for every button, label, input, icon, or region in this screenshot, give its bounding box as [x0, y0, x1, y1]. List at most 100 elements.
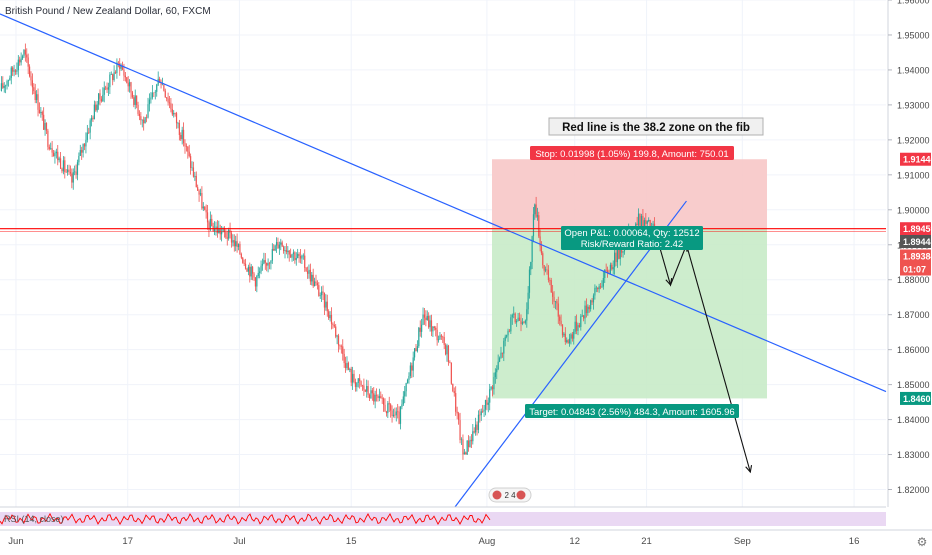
trendline-1[interactable] — [0, 13, 887, 393]
projection-arrowhead — [745, 465, 753, 474]
candle-body — [81, 150, 83, 153]
candle-body — [219, 228, 221, 235]
projection-path[interactable] — [653, 228, 751, 473]
candle-body — [123, 69, 125, 76]
candle-body — [604, 269, 606, 279]
candle-body — [517, 317, 519, 321]
candle-body — [459, 420, 461, 441]
candle-body — [52, 152, 55, 157]
candle-body — [493, 377, 495, 390]
candle-body — [395, 411, 397, 416]
candle-body — [21, 56, 24, 59]
candle-body — [106, 87, 108, 90]
candle-body — [197, 187, 199, 191]
candle-body — [436, 329, 438, 341]
candle-body — [232, 240, 234, 243]
candle-body — [199, 193, 202, 195]
candle-body — [606, 270, 609, 274]
candle-body — [62, 160, 64, 172]
candle-body — [112, 74, 114, 81]
candle-body — [7, 80, 10, 82]
candle-body — [235, 241, 237, 247]
candle-body — [206, 212, 209, 223]
candle-body — [61, 168, 63, 172]
price-tag: 1.84605 — [900, 391, 932, 405]
candle-body — [587, 306, 589, 313]
candle-body — [321, 291, 323, 296]
event-badges[interactable]: 2 4 — [488, 487, 532, 503]
candle-body — [319, 295, 321, 296]
candle-body — [609, 264, 611, 274]
candle-body — [409, 365, 411, 376]
annotation-callout[interactable]: Red line is the 38.2 zone on the fib — [548, 117, 764, 136]
candle-body — [601, 286, 603, 288]
candle-body — [301, 255, 303, 259]
candle-body — [532, 214, 535, 237]
candle-body — [605, 269, 607, 271]
candle-body — [523, 322, 525, 323]
candle-body — [72, 172, 74, 183]
settings-gear-icon[interactable]: ⚙ — [916, 535, 928, 549]
candle-body — [89, 120, 91, 133]
candle-body — [425, 317, 427, 321]
candle-body — [347, 362, 349, 370]
candle-body — [536, 215, 539, 217]
target-zone — [492, 228, 767, 399]
candle-body — [277, 242, 279, 249]
candle-body — [368, 394, 371, 399]
candle-body — [462, 439, 464, 455]
candle-body — [239, 243, 241, 255]
candle-body — [215, 226, 217, 229]
candle-body — [250, 266, 252, 277]
stop-label-bg — [530, 146, 734, 160]
drawings[interactable] — [0, 13, 887, 508]
candle-body — [218, 228, 220, 233]
candle-body — [514, 313, 516, 323]
candle-body — [592, 295, 595, 303]
candle-body — [411, 365, 413, 371]
candle-body — [636, 223, 638, 226]
candle-body — [117, 62, 119, 64]
trendline-2[interactable] — [454, 200, 687, 508]
target-label-text: Target: 0.04843 (2.56%) 484.3, Amount: 1… — [529, 407, 734, 418]
candle-body — [181, 129, 183, 140]
candle-body — [378, 396, 380, 399]
candle-body — [143, 119, 145, 124]
candle-body — [144, 117, 146, 124]
candle-body — [344, 363, 347, 369]
candle-body — [113, 72, 115, 81]
candle-body — [446, 345, 448, 355]
rsi-label: RSI (14, close) — [4, 514, 64, 524]
candle-body — [552, 292, 554, 297]
candle-body — [498, 358, 501, 362]
candle-body — [254, 277, 257, 287]
candle-body — [284, 250, 286, 252]
candle-body — [208, 222, 210, 230]
candle-body — [480, 411, 482, 416]
open-pl-label: Open P&L: 0.00064, Qty: 12512Risk/Reward… — [561, 226, 703, 250]
candle-body — [114, 72, 117, 74]
candle-body — [19, 59, 21, 63]
price-tag: 1.89384 — [900, 249, 932, 263]
price-tag-text: 1.89384 — [903, 252, 932, 262]
candle-body — [556, 301, 558, 304]
candle-body — [430, 320, 433, 332]
candle-body — [336, 335, 338, 337]
candle-body — [225, 231, 227, 238]
candle-body — [563, 333, 565, 336]
candle-body — [17, 59, 19, 71]
candle-body — [184, 143, 186, 147]
candle-body — [308, 269, 310, 274]
candle-body — [221, 231, 223, 235]
candle-body — [442, 336, 444, 338]
open-pl-bg — [561, 226, 703, 250]
candle-body — [497, 361, 499, 370]
candle-body — [465, 452, 467, 455]
candle-body — [557, 303, 559, 317]
candle-body — [41, 111, 43, 115]
candle-body — [360, 381, 362, 386]
candle-body — [415, 348, 417, 352]
candle-body — [616, 247, 619, 263]
